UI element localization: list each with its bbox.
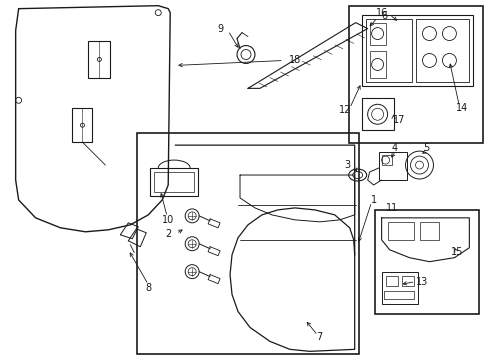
Text: 14: 14 <box>455 103 468 113</box>
Bar <box>369 50 385 78</box>
Text: 18: 18 <box>288 55 301 66</box>
Text: 9: 9 <box>217 24 223 33</box>
Bar <box>415 19 468 82</box>
Text: 10: 10 <box>162 215 174 225</box>
Text: 4: 4 <box>391 143 397 153</box>
Text: 13: 13 <box>415 276 428 287</box>
Bar <box>369 23 385 45</box>
Bar <box>381 155 391 165</box>
Bar <box>348 6 482 143</box>
Text: 5: 5 <box>423 143 429 153</box>
Bar <box>361 98 393 130</box>
Text: 7: 7 <box>316 332 322 342</box>
Text: 3: 3 <box>344 160 350 170</box>
Bar <box>365 19 411 82</box>
Text: 11: 11 <box>385 203 397 213</box>
Bar <box>154 172 194 192</box>
Bar <box>88 41 110 78</box>
Bar <box>383 291 413 298</box>
Bar <box>150 168 198 196</box>
Text: 8: 8 <box>145 283 151 293</box>
Bar <box>381 272 417 303</box>
Text: 15: 15 <box>450 247 463 257</box>
Bar <box>137 133 358 354</box>
Bar <box>385 276 397 285</box>
Text: 2: 2 <box>165 229 171 239</box>
Bar <box>419 222 439 240</box>
Text: 1: 1 <box>370 195 376 205</box>
Bar <box>72 108 92 142</box>
Text: 12: 12 <box>338 105 350 115</box>
Bar <box>401 276 413 285</box>
Bar <box>374 210 478 315</box>
Text: 6: 6 <box>381 11 387 21</box>
Text: 16: 16 <box>375 8 387 18</box>
Bar <box>387 222 413 240</box>
Bar <box>361 15 472 86</box>
Text: 17: 17 <box>392 115 405 125</box>
Bar <box>378 152 406 180</box>
